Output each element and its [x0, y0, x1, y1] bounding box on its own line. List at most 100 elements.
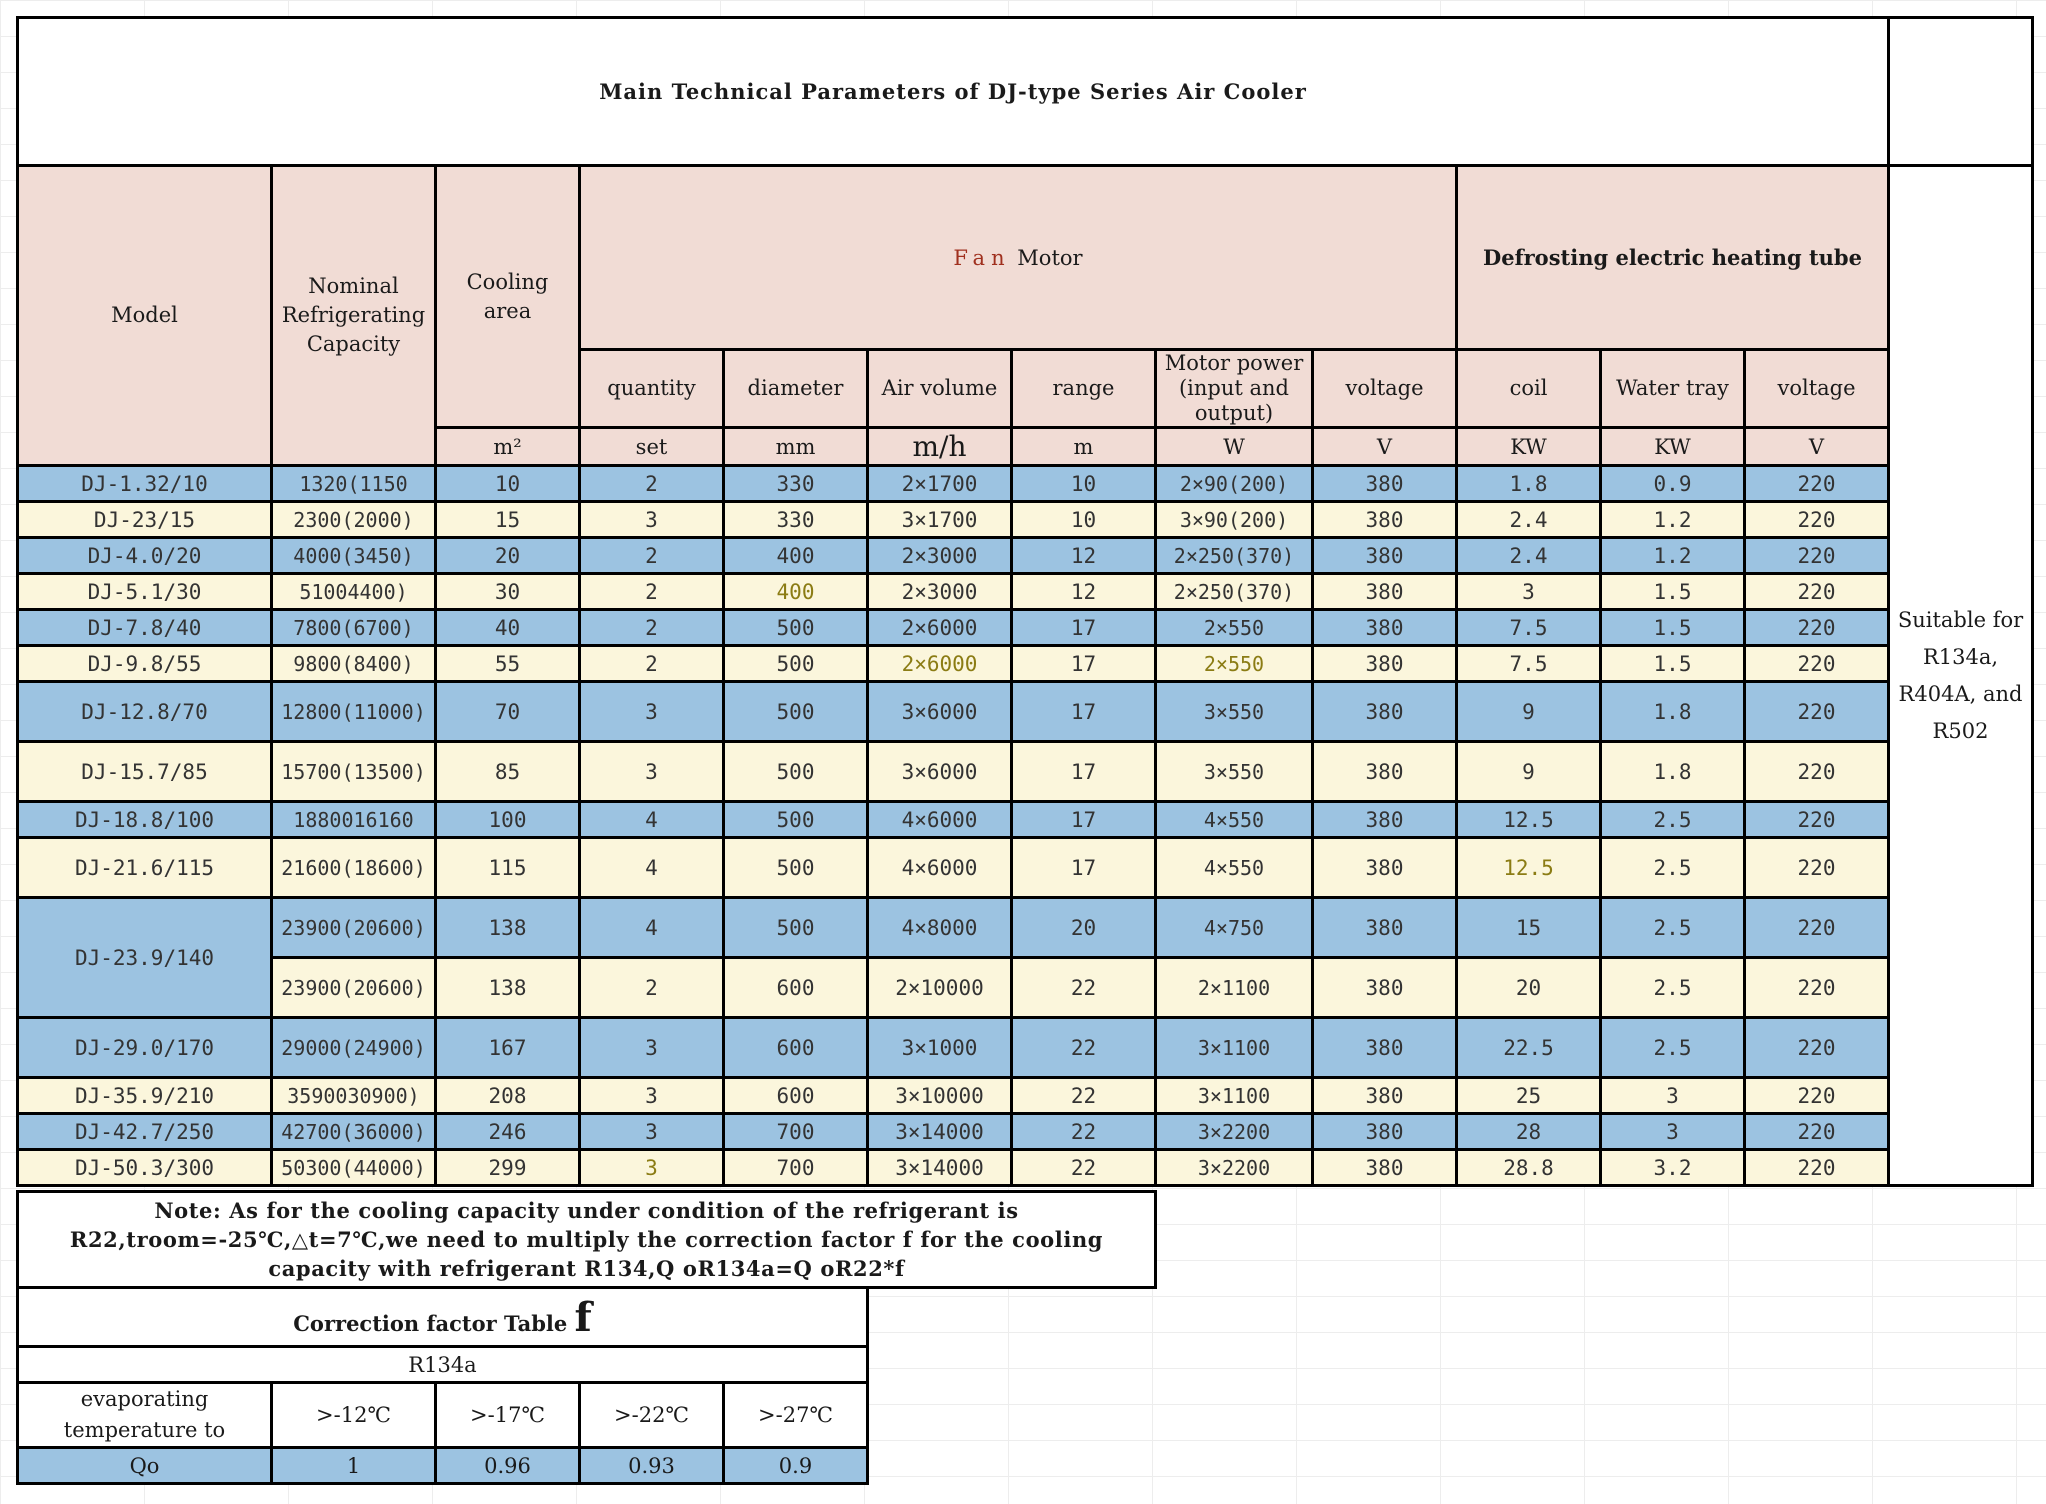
table-row: 23900(20600) 138 2 600 2×10000 22 2×1100 380 20 2…: [18, 956, 2033, 1019]
diameter-cell: 330: [722, 500, 869, 539]
water-tray-cell: 3: [1599, 1076, 1746, 1115]
air-volume-cell: 2×1700: [866, 464, 1013, 503]
water-tray-cell: 3.2: [1599, 1148, 1746, 1187]
air-volume-cell: 3×6000: [866, 680, 1013, 743]
table-row: DJ-18.8/100 1880016160 100 4 500 4×6000 17 4×55…: [16, 800, 2033, 839]
motor-power-cell: 4×550: [1154, 800, 1314, 839]
range-cell: 22: [1010, 956, 1157, 1019]
table-row: DJ-15.7/85 15700(13500) 85 3 500 3×6000 17 3×55…: [16, 740, 2033, 803]
header-diameter: diameter: [722, 348, 869, 429]
voltage-fan-cell: 380: [1311, 1148, 1458, 1187]
voltage-defrost-cell: 220: [1743, 1076, 1890, 1115]
temp-cell: >-17℃: [434, 1381, 581, 1449]
header-cooling-area: Cooling area: [434, 164, 581, 429]
coil-cell: 28: [1455, 1112, 1602, 1151]
area-cell: 167: [434, 1016, 581, 1079]
motor-power-cell: 2×550: [1154, 644, 1314, 683]
parameters-table: Main Technical Parameters of DJ-type Ser…: [16, 16, 2034, 1187]
unit-cooling-area: m²: [434, 426, 581, 467]
diameter-cell: 330: [722, 464, 869, 503]
temp-cell: >-22℃: [578, 1381, 725, 1449]
model-cell: DJ-35.9/210: [16, 1076, 273, 1115]
voltage-fan-cell: 380: [1311, 680, 1458, 743]
range-cell: 22: [1010, 1148, 1157, 1187]
air-volume-cell: 2×6000: [866, 608, 1013, 647]
quantity-cell: 2: [578, 608, 725, 647]
coil-cell: 20: [1455, 956, 1602, 1019]
diameter-cell: 600: [722, 1016, 869, 1079]
voltage-defrost-cell: 220: [1743, 644, 1890, 683]
voltage-fan-cell: 380: [1311, 644, 1458, 683]
water-tray-cell: 2.5: [1599, 800, 1746, 839]
diameter-cell: 400: [722, 572, 869, 611]
quantity-cell: 4: [578, 896, 725, 959]
air-volume-cell: 2×3000: [866, 572, 1013, 611]
coil-cell: 9: [1455, 680, 1602, 743]
voltage-defrost-cell: 220: [1743, 836, 1890, 899]
air-volume-cell: 3×10000: [866, 1076, 1013, 1115]
coil-cell: 2.4: [1455, 500, 1602, 539]
unit-diameter: mm: [722, 426, 869, 467]
model-cell: DJ-29.0/170: [16, 1016, 273, 1079]
voltage-defrost-cell: 220: [1743, 800, 1890, 839]
water-tray-cell: 2.5: [1599, 1016, 1746, 1079]
coil-cell: 15: [1455, 896, 1602, 959]
voltage-fan-cell: 380: [1311, 800, 1458, 839]
refrigerant-label: R134a: [16, 1345, 869, 1384]
correction-title: Correction factor Table f: [16, 1286, 869, 1348]
air-volume-cell: 4×8000: [866, 896, 1013, 959]
voltage-fan-cell: 380: [1311, 536, 1458, 575]
quantity-cell: 3: [578, 1112, 725, 1151]
diameter-cell: 500: [722, 740, 869, 803]
area-cell: 15: [434, 500, 581, 539]
voltage-defrost-cell: 220: [1743, 464, 1890, 503]
table-row: DJ-4.0/20 4000(3450) 20 2 400 2×3000 12 2×250(3…: [16, 536, 2033, 575]
voltage-fan-cell: 380: [1311, 956, 1458, 1019]
air-volume-cell: 4×6000: [866, 800, 1013, 839]
diameter-cell: 700: [722, 1148, 869, 1187]
voltage-defrost-cell: 220: [1743, 1016, 1890, 1079]
capacity-cell: 4000(3450): [270, 536, 437, 575]
motor-power-cell: 3×1100: [1154, 1016, 1314, 1079]
area-cell: 20: [434, 536, 581, 575]
range-cell: 10: [1010, 500, 1157, 539]
table-row: DJ-7.8/40 7800(6700) 40 2 500 2×6000 17 2×550 38…: [16, 608, 2033, 647]
capacity-cell: 42700(36000): [270, 1112, 437, 1151]
coil-cell: 22.5: [1455, 1016, 1602, 1079]
page-title: Main Technical Parameters of DJ-type Ser…: [16, 16, 1890, 167]
header-defrosting: Defrosting electric heating tube: [1455, 164, 1890, 351]
water-tray-cell: 3: [1599, 1112, 1746, 1151]
qo-value: 1: [270, 1446, 437, 1485]
diameter-cell: 500: [722, 800, 869, 839]
voltage-fan-cell: 380: [1311, 464, 1458, 503]
quantity-cell: 2: [578, 956, 725, 1019]
coil-cell: 3: [1455, 572, 1602, 611]
table-row: DJ-29.0/170 29000(24900) 167 3 600 3×1000 22 3×…: [16, 1016, 2033, 1079]
area-cell: 115: [434, 836, 581, 899]
capacity-cell: 23900(20600): [270, 956, 437, 1019]
coil-cell: 7.5: [1455, 644, 1602, 683]
range-cell: 17: [1010, 680, 1157, 743]
area-cell: 138: [434, 956, 581, 1019]
diameter-cell: 600: [722, 1076, 869, 1115]
model-cell: DJ-23.9/140: [16, 896, 273, 1019]
note-text: Note: As for the cooling capacity under …: [16, 1190, 1157, 1289]
model-cell: DJ-12.8/70: [16, 680, 273, 743]
blank-cell: [1887, 16, 2034, 167]
capacity-cell: 21600(18600): [270, 836, 437, 899]
diameter-cell: 400: [722, 536, 869, 575]
coil-cell: 7.5: [1455, 608, 1602, 647]
air-volume-cell: 3×1000: [866, 1016, 1013, 1079]
model-cell: DJ-5.1/30: [16, 572, 273, 611]
quantity-cell: 2: [578, 464, 725, 503]
capacity-cell: 29000(24900): [270, 1016, 437, 1079]
voltage-defrost-cell: 220: [1743, 740, 1890, 803]
header-model: Model: [16, 164, 273, 467]
voltage-defrost-cell: 220: [1743, 680, 1890, 743]
table-row: DJ-23/15 2300(2000) 15 3 330 3×1700 10 3×90(200…: [16, 500, 2033, 539]
air-volume-cell: 3×1700: [866, 500, 1013, 539]
unit-water-tray: KW: [1599, 426, 1746, 467]
model-cell: DJ-23/15: [16, 500, 273, 539]
quantity-cell: 3: [578, 1016, 725, 1079]
unit-air-volume: m/h: [866, 426, 1013, 467]
